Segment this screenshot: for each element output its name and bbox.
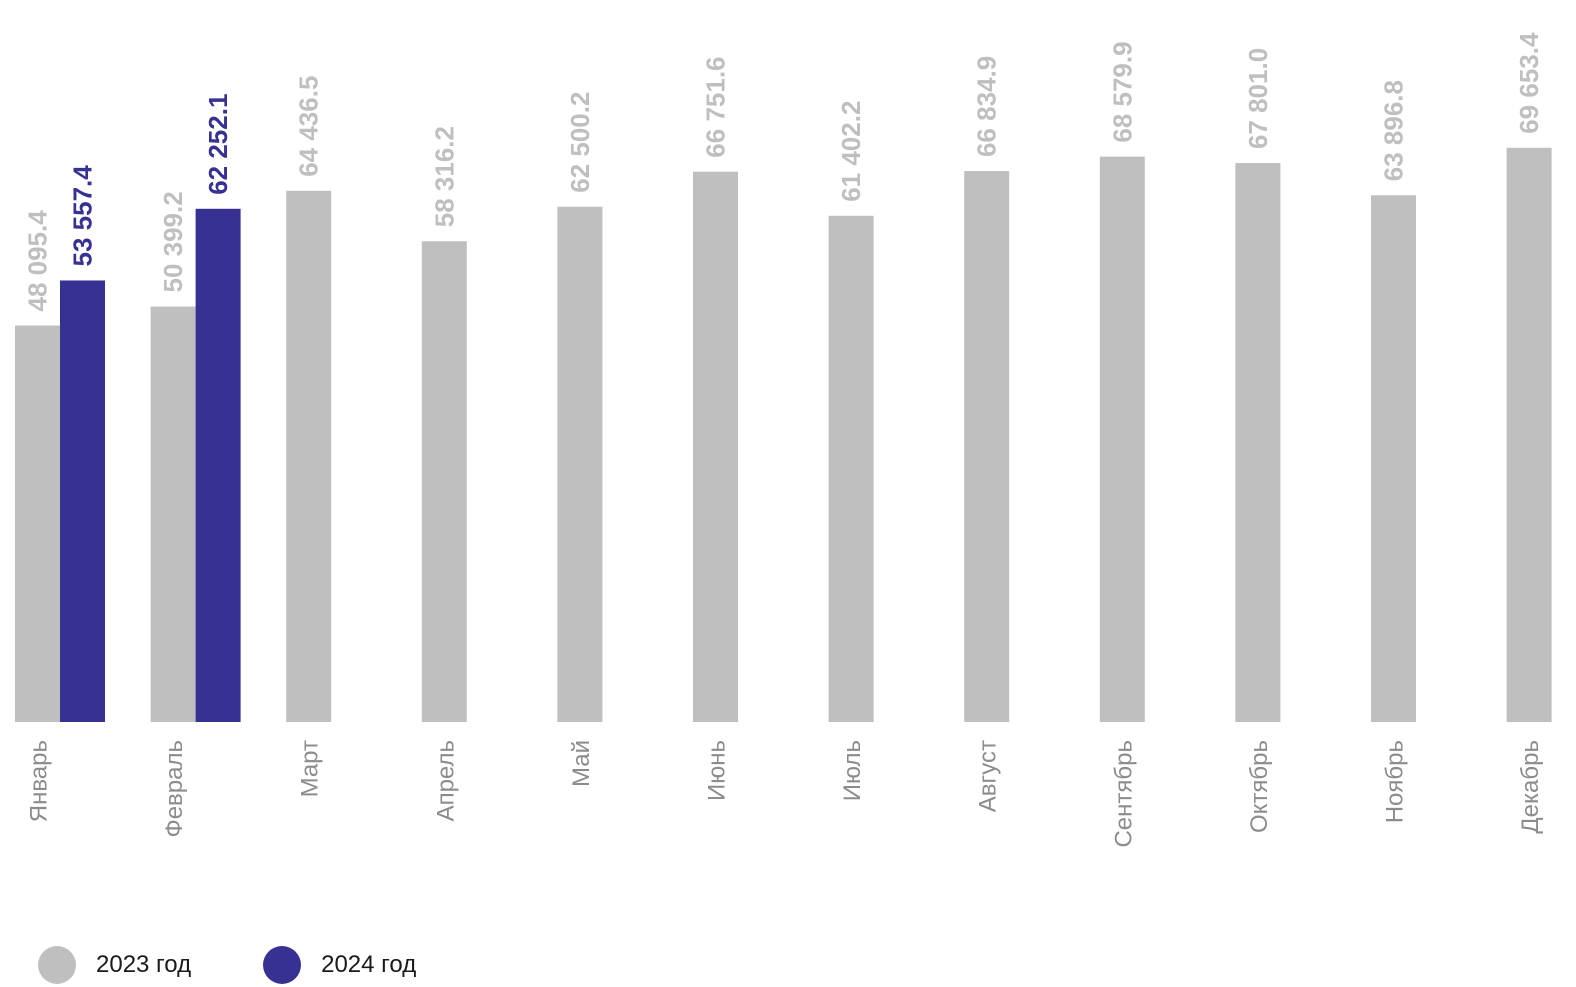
value-label-2023-6: 66 751.6 xyxy=(701,56,731,157)
value-label-2024-2: 62 252.1 xyxy=(203,94,233,195)
bar-2023-5 xyxy=(557,206,603,722)
category-label-7: Июль xyxy=(839,740,866,801)
value-label-2023-11: 63 896.8 xyxy=(1379,80,1409,181)
category-label-12: Декабрь xyxy=(1517,740,1544,834)
bar-2023-7 xyxy=(828,215,874,722)
category-label-5: Май xyxy=(568,740,595,787)
bar-2023-12 xyxy=(1506,147,1552,723)
category-label-4: Апрель xyxy=(432,740,459,821)
category-label-10: Октябрь xyxy=(1246,740,1273,833)
bar-2024-1 xyxy=(60,280,105,722)
legend-swatch-2023 xyxy=(38,946,76,984)
category-label-1: Январь xyxy=(26,740,53,822)
bar-2023-11 xyxy=(1371,195,1416,722)
value-label-2023-8: 66 834.9 xyxy=(972,56,1002,157)
value-label-2023-9: 68 579.9 xyxy=(1107,41,1137,142)
legend-label-2024: 2024 год xyxy=(321,951,417,978)
bar-2023-9 xyxy=(1099,156,1145,722)
bar-2023-4 xyxy=(421,241,467,722)
bar-2023-3 xyxy=(286,190,332,722)
bar-2023-1 xyxy=(15,325,60,722)
legend-item-2024: 2024 год xyxy=(263,946,416,984)
value-label-2023-2: 50 399.2 xyxy=(158,191,188,292)
legend-label-2023: 2023 год xyxy=(96,951,192,978)
category-label-6: Июнь xyxy=(704,740,731,801)
category-label-9: Сентябрь xyxy=(1110,740,1137,848)
category-label-3: Март xyxy=(297,740,324,797)
bar-2023-8 xyxy=(964,171,1010,723)
category-label-2: Февраль xyxy=(161,740,188,838)
category-label-11: Ноябрь xyxy=(1382,740,1409,823)
legend-item-2023: 2023 год xyxy=(38,946,191,984)
value-label-2023-3: 64 436.5 xyxy=(294,76,324,177)
value-label-2023-5: 62 500.2 xyxy=(565,92,595,193)
bar-2023-10 xyxy=(1235,163,1281,722)
value-label-2023-7: 61 402.2 xyxy=(836,101,866,202)
legend: 2023 год 2024 год xyxy=(38,946,488,984)
value-label-2024-1: 53 557.4 xyxy=(68,165,98,267)
legend-swatch-2024 xyxy=(263,946,302,984)
value-label-2023-10: 67 801.0 xyxy=(1243,48,1273,149)
bar-2024-2 xyxy=(195,208,241,722)
category-label-8: Август xyxy=(975,740,1002,812)
bar-2023-6 xyxy=(693,171,738,722)
bar-2023-2 xyxy=(150,306,196,722)
value-label-2023-1: 48 095.4 xyxy=(23,210,53,312)
value-label-2023-4: 58 316.2 xyxy=(429,126,459,227)
value-label-2023-12: 69 653.4 xyxy=(1514,32,1544,134)
